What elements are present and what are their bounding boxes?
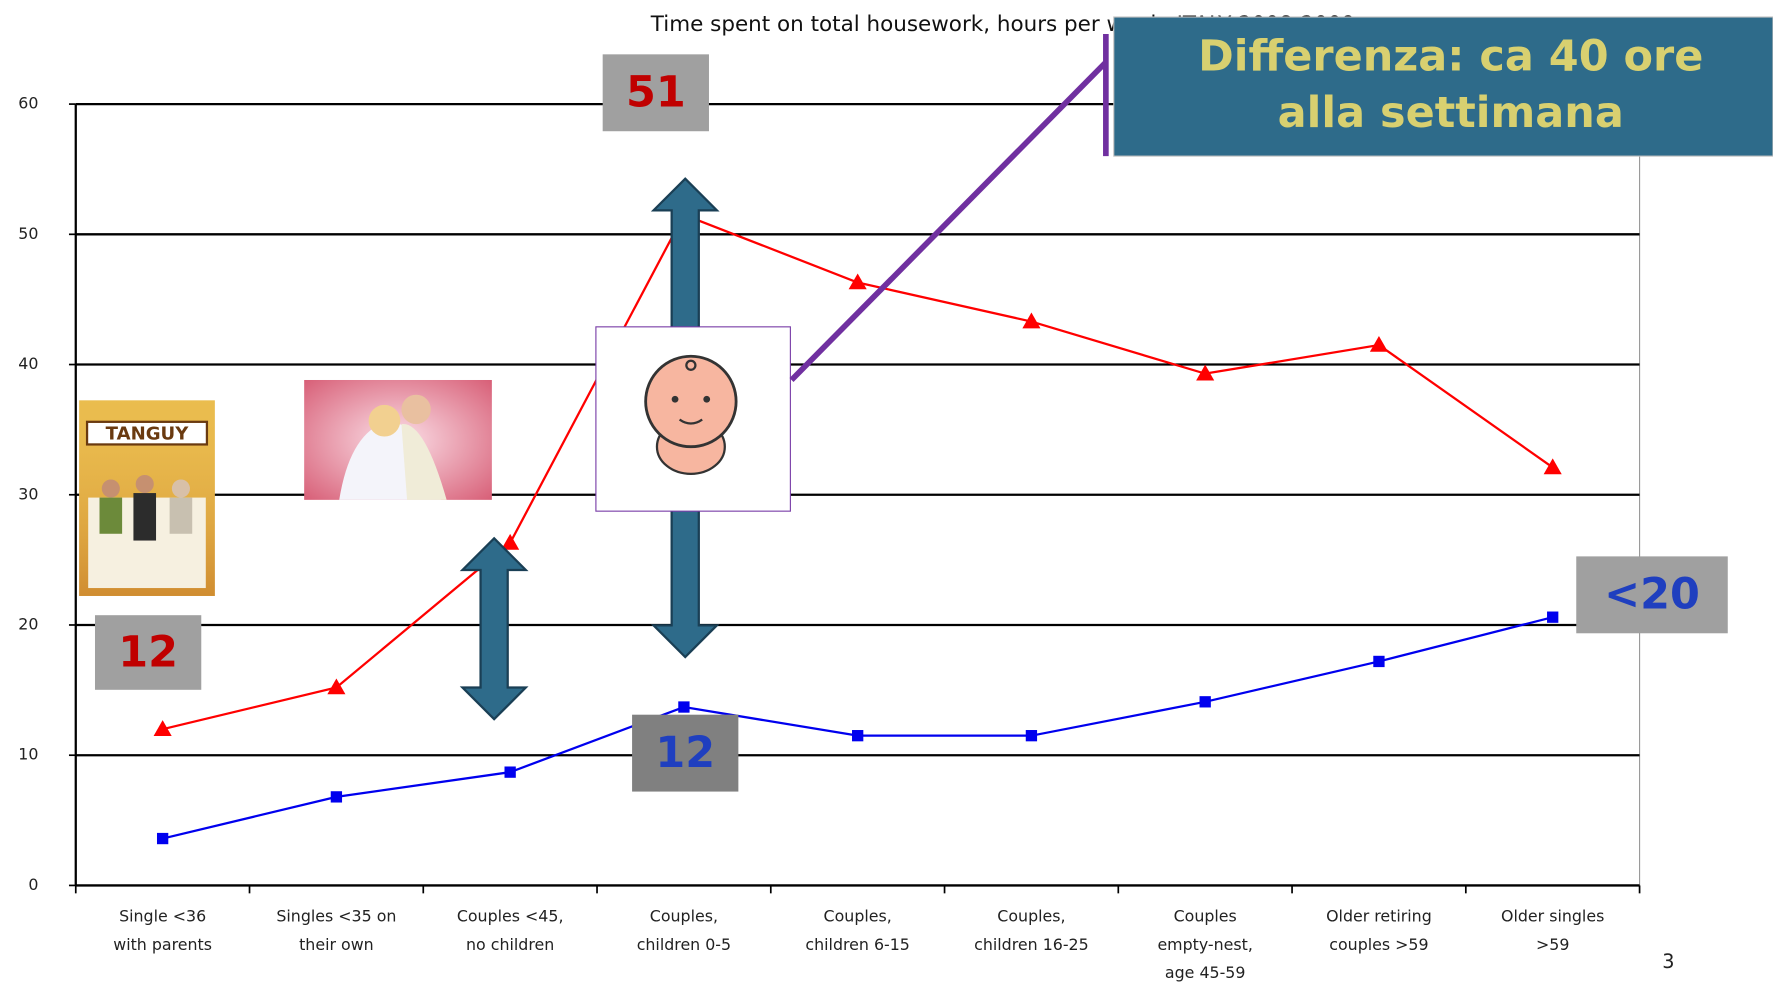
point-marker <box>153 720 172 736</box>
label-box: <20 <box>1576 556 1728 634</box>
x-tick-label: Older retiring <box>1326 907 1432 926</box>
pointer-line <box>789 33 1109 382</box>
x-tick-label: empty-nest, <box>1157 935 1252 954</box>
callout-line: alla settimana <box>1278 88 1624 138</box>
x-tick-label: Older singles <box>1501 907 1604 926</box>
point-marker <box>1369 335 1388 352</box>
point-marker <box>1199 696 1211 708</box>
point-marker <box>848 273 867 290</box>
point-marker <box>156 832 169 845</box>
x-tick-label: no children <box>466 935 554 954</box>
y-tick-label: 30 <box>18 484 38 503</box>
x-tick-label: Couples, <box>824 907 892 926</box>
label-box: 12 <box>94 615 202 690</box>
point-marker <box>330 791 343 803</box>
point-marker <box>501 533 520 550</box>
poster-image: TANGUY <box>79 400 215 596</box>
point-marker <box>1025 730 1038 742</box>
baby-image <box>595 326 791 512</box>
point-marker <box>1196 364 1215 381</box>
point-marker <box>1543 458 1562 475</box>
x-tick-label: Couples <box>1174 907 1237 926</box>
annotation: <20 <box>1604 570 1700 620</box>
x-tick-label: Couples, <box>997 907 1065 926</box>
callout-line: Differenza: ca 40 ore <box>1198 31 1703 81</box>
x-tick-label: children 0-5 <box>637 935 731 954</box>
y-tick-label: 20 <box>18 614 38 633</box>
x-tick-label: Couples, <box>650 907 718 926</box>
point-marker <box>852 730 864 742</box>
y-tick-label: 0 <box>28 875 38 894</box>
annotation: 51 <box>626 68 686 118</box>
x-tick-label: Couples <45, <box>457 907 564 926</box>
point-marker <box>1547 611 1559 623</box>
point-marker <box>1373 655 1385 668</box>
x-tick-label: >59 <box>1536 935 1569 954</box>
y-tick-label: 60 <box>18 94 38 113</box>
series-line <box>162 616 1553 840</box>
point-marker <box>678 701 690 713</box>
x-tick-label: couples >59 <box>1329 935 1428 954</box>
label-box: 51 <box>602 54 709 132</box>
difference-callout: Differenza: ca 40 ore alla settimana <box>1113 16 1773 157</box>
y-tick-label: 40 <box>18 354 38 373</box>
annotation: 12 <box>118 627 178 677</box>
x-tick-label: with parents <box>113 935 212 954</box>
x-tick-label: their own <box>299 935 374 954</box>
x-tick-label: Singles <35 on <box>276 907 396 926</box>
y-tick-label: 10 <box>18 745 38 764</box>
annotation: 12 <box>655 728 715 778</box>
point-marker <box>504 766 516 778</box>
poster-title: TANGUY <box>106 423 190 444</box>
wedding-image <box>304 379 492 500</box>
point-marker <box>327 678 346 695</box>
x-tick-label: age 45-59 <box>1165 963 1246 982</box>
label-box: 12 <box>632 714 739 792</box>
x-tick-label: Single <36 <box>119 907 206 926</box>
plot-area: 0 10 20 30 40 50 60 Single <36 with parents Singl… <box>18 94 1641 982</box>
x-tick-label: children 6-15 <box>805 935 909 954</box>
point-marker <box>1022 312 1041 329</box>
x-tick-label: children 16-25 <box>974 935 1089 954</box>
y-tick-label: 50 <box>18 224 38 243</box>
page-number: 3 <box>1662 950 1674 973</box>
